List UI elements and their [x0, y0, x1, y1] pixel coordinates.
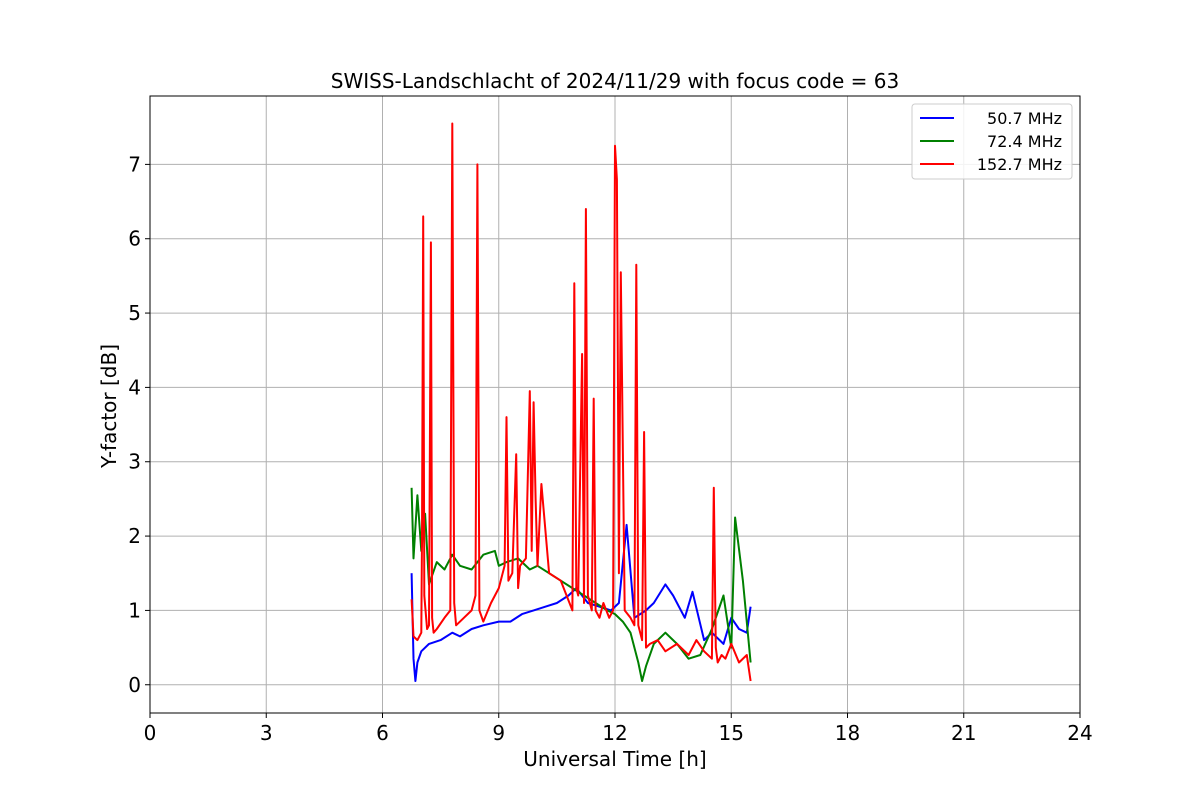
y-tick-label: 0	[128, 673, 141, 697]
series-layer	[410, 122, 752, 682]
legend-box	[911, 103, 1073, 180]
x-tick-label: 9	[492, 721, 505, 745]
y-tick-label: 6	[128, 227, 141, 251]
legend-label: 152.7 MHz	[977, 155, 1062, 174]
legend-label: 50.7 MHz	[987, 109, 1062, 128]
x-tick-label: 3	[260, 721, 273, 745]
y-axis-label: Y-factor [dB]	[97, 344, 121, 469]
y-tick-label: 4	[128, 375, 141, 399]
legend: 50.7 MHz 72.4 MHz 152.7 MHz	[911, 103, 1073, 180]
y-tick-label: 5	[128, 301, 141, 325]
y-tick-label: 1	[128, 598, 141, 622]
series-line-2	[410, 122, 752, 682]
y-tick-label: 7	[128, 152, 141, 176]
x-tick-label: 0	[144, 721, 157, 745]
x-tick-label: 15	[719, 721, 744, 745]
y-tick-label: 3	[128, 450, 141, 474]
x-axis-label: Universal Time [h]	[523, 747, 706, 771]
x-tick-label: 24	[1067, 721, 1092, 745]
x-tick-label: 6	[376, 721, 389, 745]
chart-title: SWISS-Landschlacht of 2024/11/29 with fo…	[331, 69, 899, 93]
y-tick-label: 2	[128, 524, 141, 548]
x-tick-label: 12	[602, 721, 627, 745]
legend-label: 72.4 MHz	[987, 132, 1062, 151]
x-tick-label: 18	[835, 721, 860, 745]
x-tick-label: 21	[951, 721, 976, 745]
series-line-0	[410, 523, 752, 682]
